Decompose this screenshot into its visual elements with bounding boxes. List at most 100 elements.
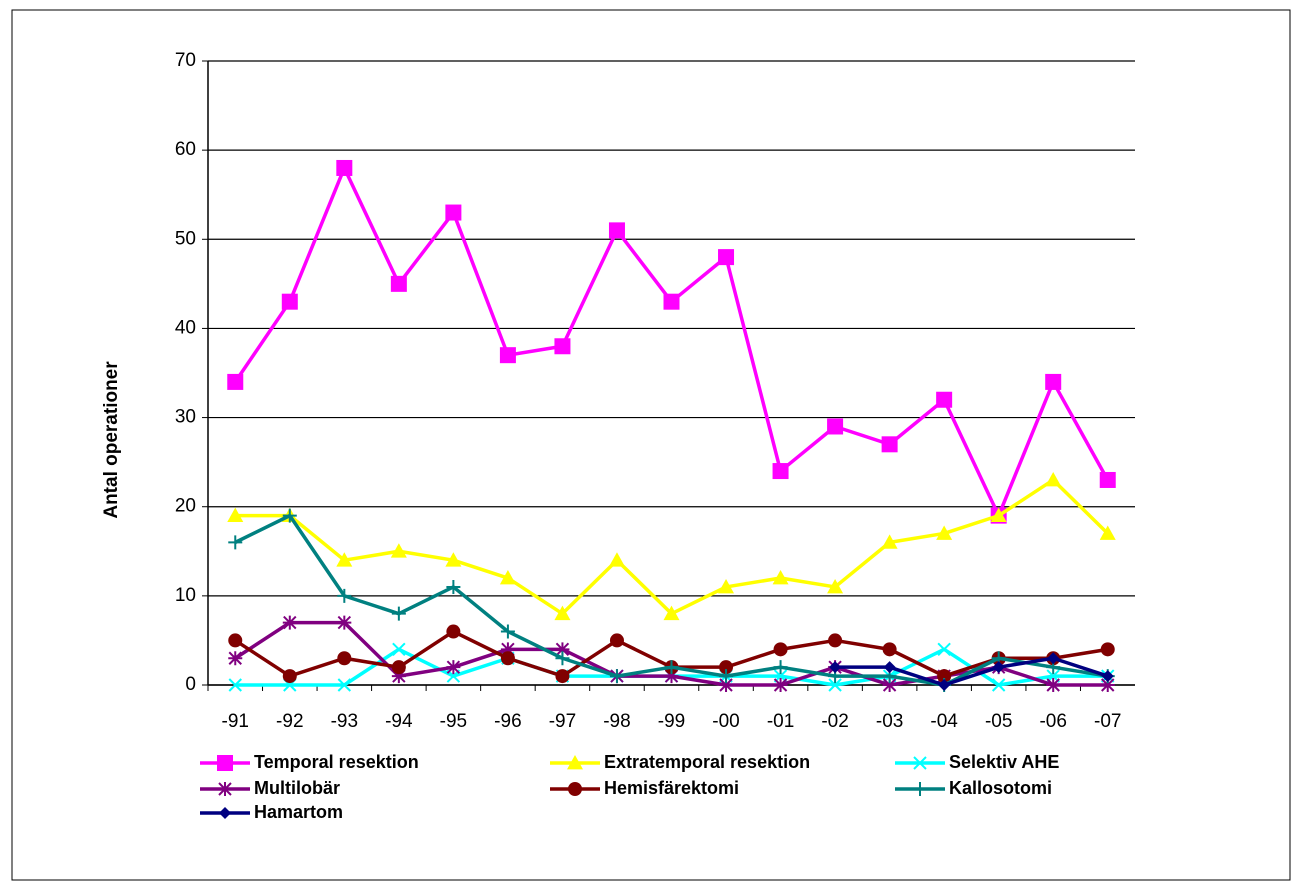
marker xyxy=(664,660,679,675)
marker xyxy=(337,615,352,630)
marker xyxy=(608,552,625,567)
marker xyxy=(913,782,927,796)
marker xyxy=(772,463,789,480)
marker xyxy=(337,678,352,692)
marker xyxy=(1047,652,1060,665)
legend-label: Hemisfärektomi xyxy=(604,778,739,798)
marker xyxy=(883,661,896,674)
marker xyxy=(446,624,461,639)
marker xyxy=(828,678,842,692)
marker xyxy=(718,249,735,266)
marker xyxy=(228,651,243,666)
marker xyxy=(990,507,1007,523)
marker xyxy=(936,525,953,540)
x-tick-label: -05 xyxy=(985,711,1012,732)
x-tick-label: -06 xyxy=(1039,711,1066,732)
marker xyxy=(913,756,927,770)
marker xyxy=(992,661,1005,674)
marker xyxy=(337,588,352,603)
marker xyxy=(773,642,788,657)
marker xyxy=(567,755,583,770)
marker xyxy=(555,669,570,684)
x-tick-label: -95 xyxy=(440,711,467,732)
marker xyxy=(445,552,462,567)
marker xyxy=(554,605,571,621)
marker xyxy=(499,570,516,585)
marker xyxy=(391,669,406,684)
marker xyxy=(390,275,407,292)
marker xyxy=(881,436,898,453)
marker xyxy=(608,222,625,239)
marker xyxy=(555,642,570,657)
marker xyxy=(1046,678,1061,692)
marker xyxy=(227,507,244,523)
marker xyxy=(938,679,951,691)
chart-frame xyxy=(11,9,1291,881)
marker xyxy=(1099,471,1116,488)
marker xyxy=(390,543,407,558)
marker xyxy=(719,678,734,692)
x-tick-label: -98 xyxy=(603,711,630,732)
y-tick-label: 0 xyxy=(185,674,196,695)
marker xyxy=(773,660,788,675)
x-tick-label: -96 xyxy=(494,711,521,732)
marker xyxy=(1045,471,1062,487)
y-tick-label: 20 xyxy=(175,496,196,517)
marker xyxy=(718,578,735,594)
marker xyxy=(719,669,734,684)
marker xyxy=(882,678,897,692)
marker xyxy=(218,782,232,796)
marker xyxy=(336,159,353,176)
marker xyxy=(228,535,243,550)
marker xyxy=(500,651,515,666)
series-line xyxy=(835,656,1109,687)
marker xyxy=(719,660,734,675)
x-tick-label: -07 xyxy=(1094,711,1121,732)
marker xyxy=(500,642,515,657)
marker xyxy=(1100,642,1115,657)
marker xyxy=(228,633,243,648)
legend-label: Temporal resektion xyxy=(254,752,419,772)
y-tick-label: 40 xyxy=(175,317,196,338)
marker xyxy=(217,755,233,771)
marker xyxy=(219,807,231,819)
y-tick-label: 10 xyxy=(175,585,196,606)
x-tick-label: -04 xyxy=(930,711,958,732)
y-tick-label: 70 xyxy=(175,50,196,71)
marker xyxy=(282,669,297,684)
marker xyxy=(1100,678,1115,692)
marker xyxy=(828,633,843,648)
marker xyxy=(1101,670,1114,683)
marker xyxy=(881,534,898,549)
marker xyxy=(937,642,951,657)
marker xyxy=(282,615,297,630)
marker xyxy=(827,578,844,594)
marker xyxy=(882,642,897,657)
marker xyxy=(281,293,298,310)
marker xyxy=(1099,525,1116,540)
y-tick-label: 60 xyxy=(175,139,196,160)
marker xyxy=(937,669,952,684)
marker xyxy=(446,579,461,594)
legend-label: Multilobär xyxy=(254,778,340,798)
marker xyxy=(991,678,1006,692)
x-tick-label: -01 xyxy=(767,711,794,732)
x-tick-label: -92 xyxy=(276,711,303,732)
marker xyxy=(772,570,789,585)
legend-label: Selektiv AHE xyxy=(949,752,1059,772)
x-tick-label: -93 xyxy=(331,711,358,732)
marker xyxy=(391,660,406,675)
marker xyxy=(568,782,582,796)
marker xyxy=(936,391,953,408)
x-tick-label: -00 xyxy=(712,711,739,732)
marker xyxy=(555,651,570,666)
marker xyxy=(663,293,680,310)
marker xyxy=(336,552,353,567)
marker xyxy=(282,508,297,523)
y-tick-label: 30 xyxy=(175,407,196,428)
x-tick-label: -99 xyxy=(658,711,685,732)
marker xyxy=(499,347,516,364)
marker xyxy=(227,373,244,390)
marker xyxy=(1045,373,1062,390)
x-tick-label: -03 xyxy=(876,711,903,732)
